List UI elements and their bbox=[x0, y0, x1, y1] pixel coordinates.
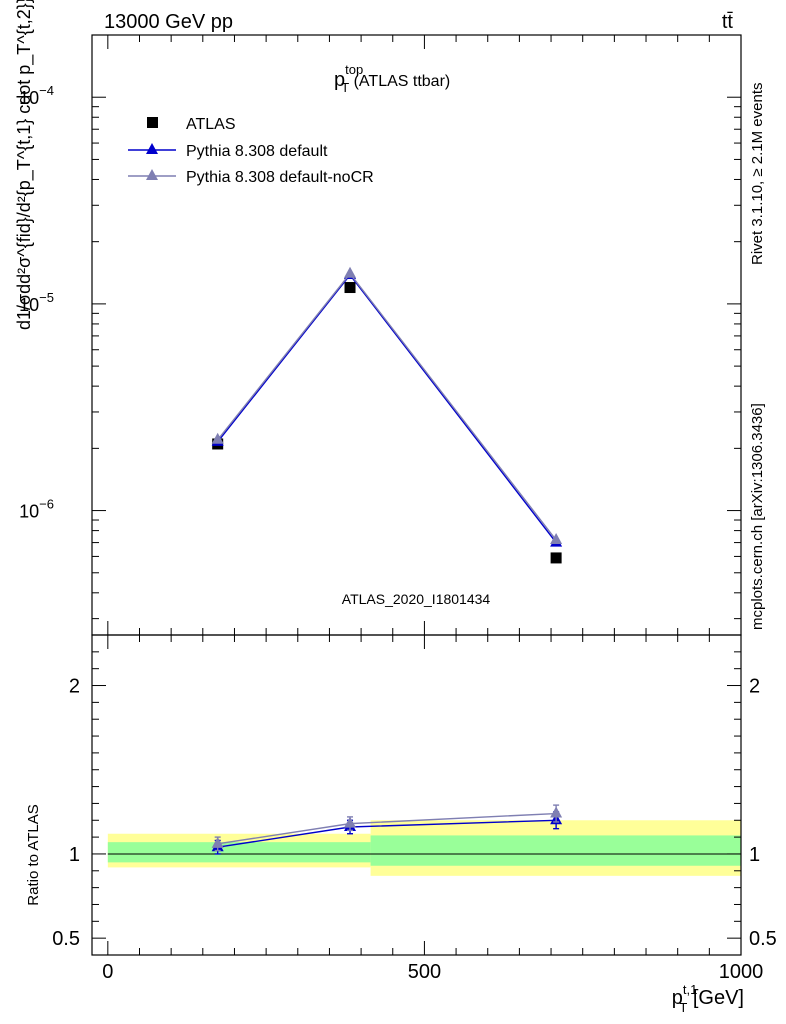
ratio-series bbox=[211, 804, 563, 855]
y-tick-label: 10−6 bbox=[19, 497, 54, 522]
series-line-2 bbox=[217, 272, 557, 541]
rivet-version-label: Rivet 3.1.10, ≥ 2.1M events bbox=[749, 83, 766, 266]
y-tick-label: 10−5 bbox=[19, 290, 54, 315]
series-line-1 bbox=[217, 273, 557, 544]
main-series bbox=[211, 266, 563, 564]
main-axes: 10−6 10−5 10−4 bbox=[19, 34, 742, 636]
main-y-axis-label: d1/σdd²σ^{fid}/d²{p_T^{t,1} cdot p_T^{t,… bbox=[14, 0, 35, 330]
legend-marker-default bbox=[146, 143, 158, 154]
ratio-y-tick-label-left: 2 bbox=[69, 676, 80, 698]
ratio-uncertainty-bands bbox=[107, 820, 741, 876]
x-axis-label: pt,1 T [GeV] bbox=[672, 982, 744, 1015]
process-label: tt̄ bbox=[722, 11, 734, 33]
atlas-point-1 bbox=[344, 282, 356, 294]
ratio-y-tick-label-left: 0.5 bbox=[52, 928, 80, 950]
legend-label-atlas: ATLAS bbox=[186, 116, 236, 133]
ratio-axes: 0.5 0.5 1 1 2 2 0 500 1000 bbox=[52, 634, 777, 983]
series-2-point-0 bbox=[211, 432, 224, 444]
mcplots-label: mcplots.cern.ch [arXiv:1306.3436] bbox=[749, 403, 766, 630]
x-tick-label: 1000 bbox=[719, 961, 764, 983]
x-tick-label: 500 bbox=[408, 961, 441, 983]
series-2-point-1 bbox=[344, 266, 357, 278]
legend: ATLAS Pythia 8.308 default Pythia 8.308 … bbox=[128, 116, 374, 186]
legend-marker-atlas bbox=[147, 117, 158, 128]
x-tick-label: 0 bbox=[102, 961, 113, 983]
series-2-point-2 bbox=[550, 533, 563, 545]
ratio-y-axis-label: Ratio to ATLAS bbox=[25, 804, 42, 905]
atlas-point-2 bbox=[550, 552, 562, 564]
ratio-y-tick-label-right: 0.5 bbox=[749, 928, 777, 950]
legend-marker-nocr bbox=[146, 169, 158, 180]
ratio-frame bbox=[91, 634, 742, 956]
ratio-point-1-2 bbox=[550, 806, 563, 818]
legend-label-default: Pythia 8.308 default bbox=[186, 143, 328, 160]
ratio-y-tick-label-right: 1 bbox=[749, 844, 760, 866]
ratio-y-tick-label-left: 1 bbox=[69, 844, 80, 866]
chart-title: ptop T (ATLAS ttbar) bbox=[334, 62, 450, 95]
band-inner-1 bbox=[370, 835, 741, 866]
ratio-point-1-1 bbox=[344, 816, 357, 828]
legend-label-nocr: Pythia 8.308 default-noCR bbox=[186, 169, 374, 186]
y-tick-label: 10−4 bbox=[19, 83, 54, 108]
band-inner-0 bbox=[107, 842, 371, 863]
ratio-point-1-0 bbox=[211, 836, 224, 848]
ratio-y-tick-label-right: 2 bbox=[749, 676, 760, 698]
analysis-watermark: ATLAS_2020_I1801434 bbox=[342, 591, 491, 607]
collision-label: 13000 GeV pp bbox=[104, 11, 233, 33]
